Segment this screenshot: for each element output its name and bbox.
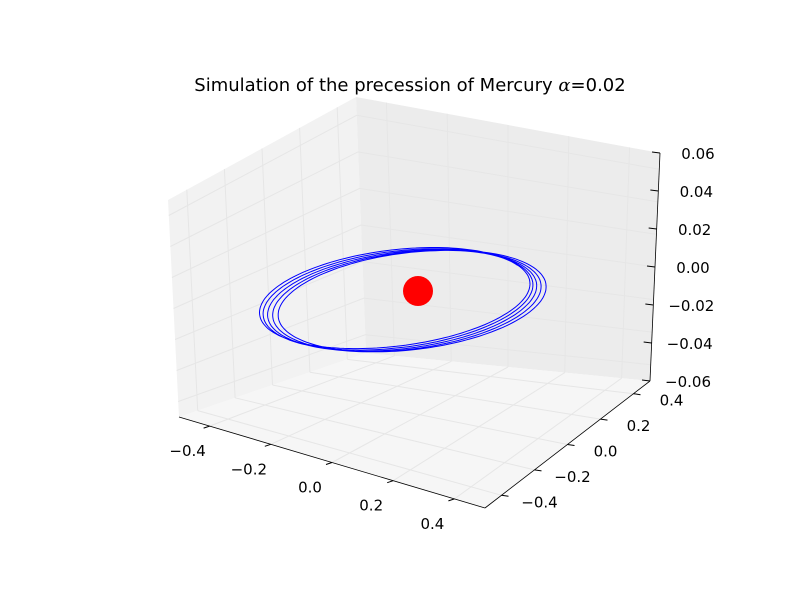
x-tick-label: −0.2	[231, 460, 267, 478]
y-tick-label: −0.2	[554, 468, 590, 486]
floor-grid-y	[347, 358, 634, 395]
sun-marker	[403, 276, 433, 306]
z-grid-line	[174, 261, 654, 340]
z-tick-label: −0.06	[665, 373, 711, 391]
grid-lines	[168, 102, 660, 500]
y-tick-label: 0.2	[627, 417, 651, 435]
x-tick-mark	[387, 480, 394, 484]
mercury-orbit-line	[258, 247, 547, 353]
y-tick-label: 0.0	[594, 443, 618, 461]
z-tick-mark	[648, 227, 657, 230]
y-tick-mark	[501, 494, 509, 497]
y-tick-label: 0.4	[660, 392, 684, 410]
z-tick-mark	[641, 379, 651, 382]
x-tick-label: 0.2	[359, 497, 383, 515]
z-tick-label: 0.06	[681, 145, 714, 163]
x-tick-mark	[325, 462, 333, 465]
z-grid-line	[168, 114, 660, 216]
y-tick-mark	[534, 469, 542, 472]
x-tick-label: −0.4	[169, 442, 205, 460]
z-tick-label: −0.02	[668, 297, 714, 315]
y-tick-label: −0.4	[521, 493, 557, 511]
z-grid-line	[170, 151, 658, 247]
x-tick-label: 0.4	[420, 515, 444, 533]
z-axis-ticks: −0.06 −0.04 −0.02 0.00 0.02 0.04 0.06	[641, 145, 715, 391]
y-tick-mark	[600, 418, 608, 421]
z-grid-line	[173, 224, 656, 309]
z-tick-mark	[650, 189, 659, 192]
y-axis-ticks: −0.4 −0.20.0 0.2 0.4	[501, 392, 684, 511]
y-tick-mark	[567, 444, 575, 446]
z-tick-mark	[651, 151, 661, 154]
z-grid-line	[176, 297, 653, 371]
z-tick-label: 0.04	[680, 183, 713, 201]
z-grid-line	[171, 187, 657, 278]
z-tick-mark	[645, 303, 654, 306]
floor-grid-y	[309, 371, 601, 420]
z-tick-label: 0.02	[678, 221, 711, 239]
z-tick-mark	[646, 265, 656, 268]
chart-title: Simulation of the precession of Mercury …	[194, 75, 625, 96]
x-tick-mark	[264, 443, 271, 447]
z-tick-mark	[643, 341, 652, 344]
z-grid-line	[178, 334, 651, 402]
x-axis-ticks: −0.4 −0.2 0.0 0.2 0.4	[169, 425, 455, 533]
y-tick-mark	[633, 393, 641, 396]
x-tick-mark	[203, 425, 210, 429]
floor-grid-x	[454, 377, 622, 500]
floor-grid-x	[392, 372, 566, 482]
x-tick-label: 0.0	[298, 479, 322, 497]
floor-grid-y	[272, 384, 568, 445]
z-tick-label: −0.04	[667, 335, 713, 353]
x-tick-mark	[448, 498, 455, 502]
z-tick-label: 0.00	[676, 259, 709, 277]
